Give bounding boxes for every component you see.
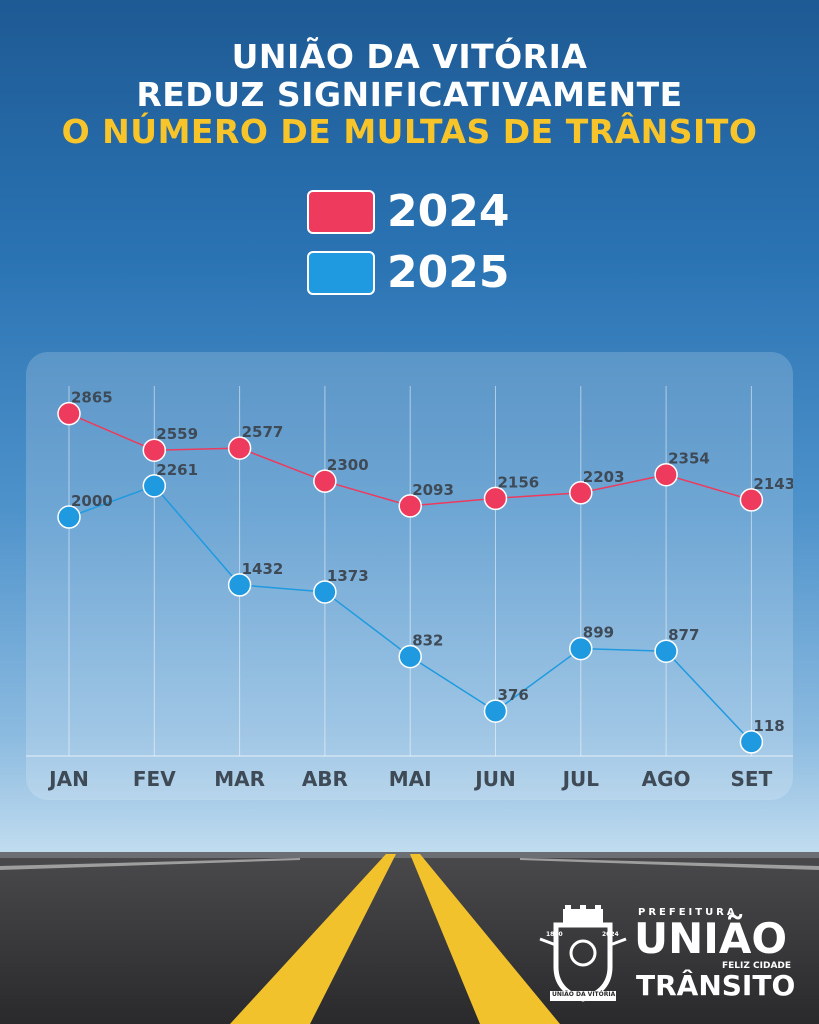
data-label-2025: 2000 xyxy=(71,492,113,510)
title-line-3: O NÚMERO DE MULTAS DE TRÂNSITO xyxy=(61,112,758,151)
data-label-2024: 2156 xyxy=(498,473,540,491)
data-label-2025: 118 xyxy=(753,717,784,735)
legend-item-2025: 2025 xyxy=(307,251,509,295)
x-tick-label: AGO xyxy=(642,767,691,791)
data-label-2025: 877 xyxy=(668,626,699,644)
data-label-2025: 832 xyxy=(412,632,443,650)
brand-tagline: FELIZ CIDADE xyxy=(722,961,792,971)
data-point-2025 xyxy=(654,639,678,663)
data-label-2024: 2203 xyxy=(583,468,625,486)
x-tick-label: MAR xyxy=(214,767,265,791)
data-point-2025 xyxy=(142,474,167,498)
data-point-2024 xyxy=(227,436,252,460)
data-point-2025 xyxy=(569,636,593,661)
title-line-1: UNIÃO DA VITÓRIA xyxy=(231,37,588,76)
crest-year-left: 1890 xyxy=(546,931,563,938)
data-point-2024 xyxy=(569,481,593,505)
x-tick-label: JUL xyxy=(561,767,600,791)
data-point-2024 xyxy=(739,488,764,512)
data-point-2024 xyxy=(313,469,337,493)
legend-swatch-2024 xyxy=(307,190,375,234)
data-label-2025: 376 xyxy=(498,686,529,704)
x-tick-label: JAN xyxy=(47,767,89,791)
data-label-2024: 2093 xyxy=(412,481,454,499)
brand-sub: TRÂNSITO xyxy=(636,969,796,1002)
legend-item-2024: 2024 xyxy=(307,190,509,234)
x-tick-label: ABR xyxy=(302,767,348,791)
crest-icon xyxy=(539,905,627,1002)
data-label-2025: 899 xyxy=(583,624,614,642)
data-point-2025 xyxy=(398,644,422,669)
data-point-2025 xyxy=(57,505,81,529)
data-point-2024 xyxy=(483,486,508,511)
brand-main: UNIÃO xyxy=(634,914,788,963)
data-label-2024: 2577 xyxy=(242,423,284,441)
data-point-2025 xyxy=(313,580,337,604)
legend-label-2025: 2025 xyxy=(387,247,510,298)
data-label-2024: 2300 xyxy=(327,456,369,474)
x-tick-label: FEV xyxy=(133,767,176,791)
data-label-2024: 2559 xyxy=(156,425,198,443)
data-point-2025 xyxy=(739,730,764,754)
crest-text: UNIÃO DA VITÓRIA xyxy=(552,991,616,998)
data-point-2024 xyxy=(398,494,422,518)
data-point-2024 xyxy=(142,438,167,462)
data-label-2025: 1373 xyxy=(327,567,369,585)
crest-year-right: 2024 xyxy=(602,931,619,938)
data-point-2025 xyxy=(483,699,508,723)
legend-swatch-2025 xyxy=(307,251,375,295)
data-label-2024: 2354 xyxy=(668,450,710,468)
data-point-2024 xyxy=(57,401,81,426)
chart-panel: JAN FEV MAR ABR MAI JUN JUL AGO SET 2865 2559 2577 2… xyxy=(26,352,793,800)
data-point-2024 xyxy=(654,462,678,487)
data-label-2024: 2143 xyxy=(753,475,793,493)
legend-label-2024: 2024 xyxy=(387,186,510,237)
x-tick-label: MAI xyxy=(389,767,432,791)
x-tick-label: JUN xyxy=(473,767,515,791)
data-label-2025: 1432 xyxy=(242,560,284,578)
data-label-2024: 2865 xyxy=(71,389,113,407)
line-chart: JAN FEV MAR ABR MAI JUN JUL AGO SET 2865 2559 2577 2… xyxy=(26,386,793,791)
brand-top: PREFEITURA xyxy=(638,907,738,918)
x-tick-label: SET xyxy=(731,767,773,791)
title-line-2: REDUZ SIGNIFICATIVAMENTE xyxy=(136,75,683,114)
prefeitura-logo: 1890 2024 UNIÃO DA VITÓRIA PREFEITURA UN… xyxy=(538,905,800,1005)
road-image xyxy=(0,852,819,1024)
data-label-2025: 2261 xyxy=(156,461,198,479)
data-point-2025 xyxy=(227,573,252,597)
